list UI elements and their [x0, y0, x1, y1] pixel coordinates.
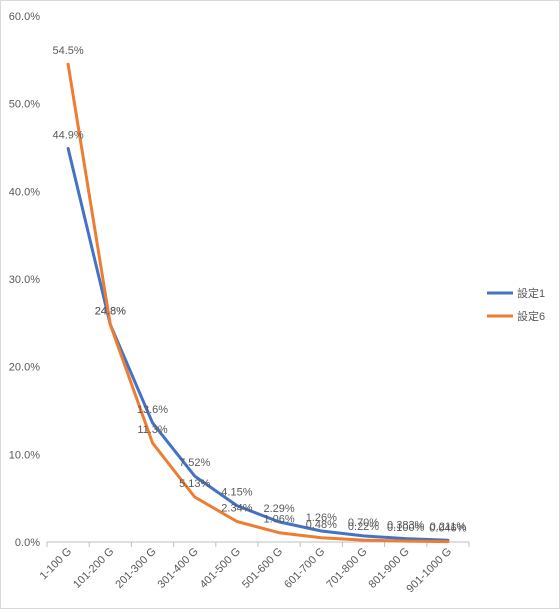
data-label: 44.9% — [52, 129, 83, 141]
x-tick-label: 1-100 G — [38, 546, 75, 583]
data-labels: 44.9% 24.8% 13.6% 7.52% 4.15% 2.29% 1.26% 0.70%… — [52, 45, 466, 534]
data-label: 54.5% — [52, 45, 83, 57]
data-label: 7.52% — [179, 457, 210, 469]
x-tick-label: 501-600 G — [240, 546, 285, 591]
data-label: 2.29% — [263, 503, 294, 515]
x-tick-label: 201-300 G — [113, 546, 158, 591]
data-label: 11.3% — [137, 424, 168, 436]
data-label: 0.70% — [348, 517, 379, 529]
y-tick-label: 60.0% — [9, 11, 40, 23]
data-label: 5.13% — [179, 478, 210, 490]
x-tick-label: 701-800 G — [324, 546, 369, 591]
data-label: 4.15% — [221, 487, 252, 499]
x-tick-label: 601-700 G — [282, 546, 327, 591]
data-label: 0.383% — [387, 520, 425, 532]
data-label: 1.06% — [263, 514, 294, 526]
data-label: 0.046% — [429, 523, 467, 535]
data-label: 1.26% — [306, 512, 337, 524]
data-label: 13.6% — [137, 404, 168, 416]
legend-label: 設定1 — [517, 286, 545, 300]
data-label: 0.100% — [387, 522, 425, 534]
x-tick-label: 101-200 G — [71, 546, 116, 591]
data-label: 24.8% — [95, 306, 126, 318]
series-line-1 — [66, 146, 450, 542]
data-label: 0.22% — [348, 521, 379, 533]
x-tick-label: 801-900 G — [367, 546, 412, 591]
data-label: 2.34% — [221, 502, 252, 514]
x-tick-label: 901-1000 G — [404, 546, 454, 596]
y-axis: 0.0% 10.0% 20.0% 30.0% 40.0% 50.0% 60.0% — [9, 11, 40, 549]
y-tick-label: 30.0% — [9, 274, 40, 286]
data-label: 24.8% — [95, 306, 126, 318]
y-tick-label: 50.0% — [9, 99, 40, 111]
y-tick-label: 0.0% — [15, 537, 40, 549]
data-label: 0.48% — [306, 519, 337, 531]
y-tick-label: 20.0% — [9, 362, 40, 374]
x-tick-label: 301-400 G — [156, 546, 201, 591]
series-line-2 — [66, 62, 450, 544]
y-tick-label: 10.0% — [9, 449, 40, 461]
legend: 設定1 設定6 — [487, 286, 545, 323]
x-tick-label: 401-500 G — [198, 546, 243, 591]
y-tick-label: 40.0% — [9, 186, 40, 198]
series-lines — [66, 62, 450, 544]
legend-label: 設定6 — [517, 309, 545, 323]
data-label: 0.211% — [430, 521, 467, 533]
